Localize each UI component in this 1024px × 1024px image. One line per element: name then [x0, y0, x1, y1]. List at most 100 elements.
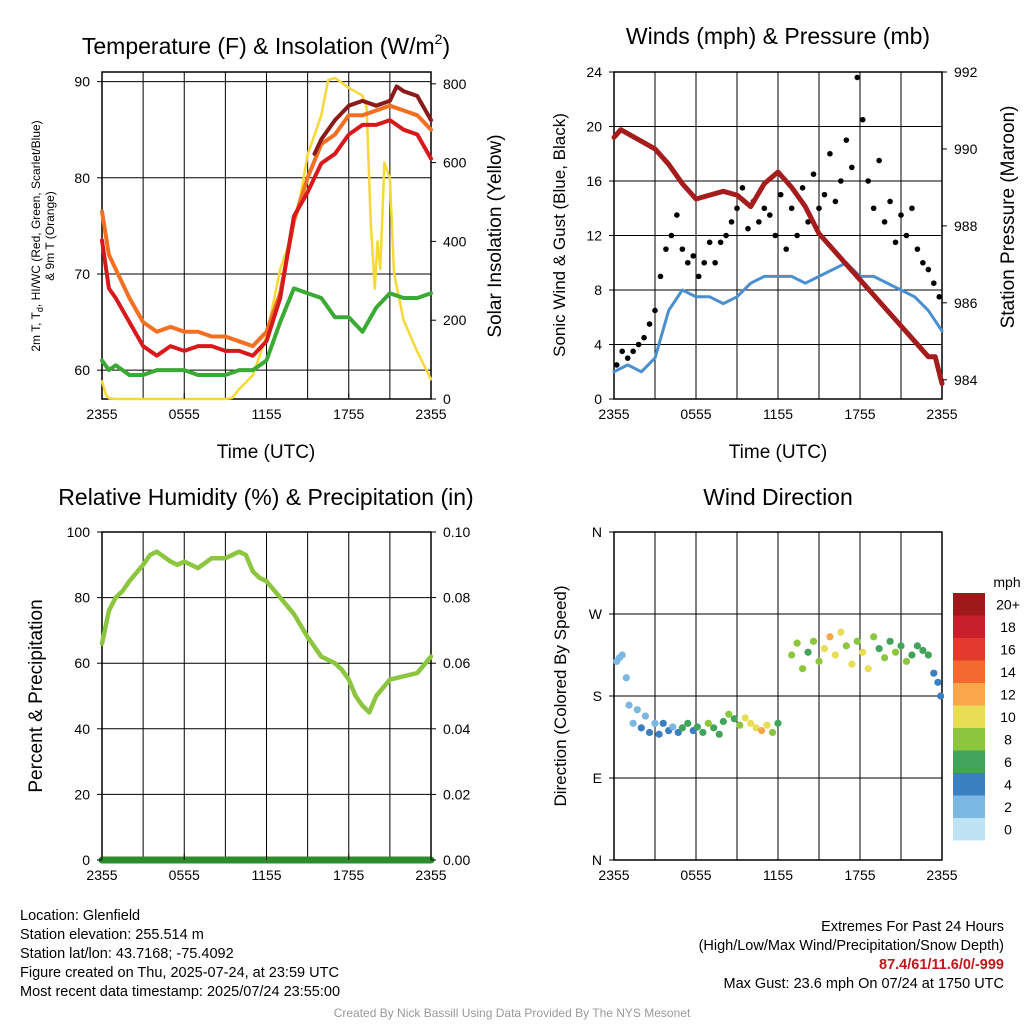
direction-point: [897, 642, 905, 650]
wind-line: [612, 261, 944, 374]
direction-point: [820, 645, 829, 653]
direction-point: [641, 712, 650, 720]
gust-point: [821, 191, 828, 198]
direction-point: [752, 724, 760, 732]
gust-point: [931, 280, 937, 286]
legend-swatch: [953, 728, 985, 751]
gust-point: [613, 362, 620, 368]
solar-y-axis-label: Solar Insolation (Yellow): [485, 134, 506, 337]
direction-point: [618, 651, 626, 659]
direction-point: [725, 710, 733, 718]
gust-point: [679, 246, 686, 252]
y-tick-label: 8: [594, 282, 602, 298]
station-info: Location: Glenfield Station elevation: 2…: [20, 907, 340, 1002]
direction-point: [633, 706, 641, 714]
direction-point: [886, 637, 894, 645]
gust-point: [783, 246, 789, 252]
gust-point: [706, 239, 713, 246]
gust-point: [788, 205, 795, 212]
direction-point: [645, 728, 654, 737]
direction-point: [741, 714, 749, 722]
gust-point: [854, 74, 861, 81]
legend-label: 20+: [996, 596, 1020, 612]
direction-point: [934, 678, 942, 686]
legend-label: 16: [1000, 641, 1016, 657]
x-tick-label: 2355: [598, 867, 629, 883]
winds-x-axis-label: Time (UTC): [729, 442, 828, 463]
legend-swatch: [953, 705, 985, 728]
wind-direction-y-axis-label: Direction (Colored By Speed): [551, 585, 570, 806]
y2-tick-label: 0.02: [443, 786, 470, 802]
legend-swatch: [953, 683, 985, 706]
t9m-line: [100, 103, 433, 349]
direction-point: [826, 633, 834, 641]
gust-point: [838, 178, 844, 184]
gust-point: [903, 232, 910, 239]
gust-point: [794, 232, 800, 239]
x-tick-label: 2355: [415, 867, 446, 883]
gust-point: [641, 334, 647, 341]
x-tick-label: 2355: [598, 406, 629, 422]
gust-point: [898, 212, 904, 218]
legend-label: 6: [1004, 754, 1012, 770]
gust-point: [657, 273, 664, 280]
y-tick-label: 24: [586, 64, 602, 80]
gust-point: [630, 348, 636, 355]
legend-swatch: [953, 615, 985, 638]
direction-point: [793, 639, 801, 647]
wind-direction-chart-title: Wind Direction: [703, 484, 853, 510]
y2-tick-label: 990: [954, 141, 978, 157]
gust-point: [728, 219, 735, 225]
legend-label: 10: [1000, 709, 1016, 725]
direction-point: [859, 648, 867, 656]
legend-swatch: [953, 773, 985, 796]
x-tick-label: 1755: [333, 867, 364, 883]
gust-point: [887, 198, 893, 205]
max-gust: Max Gust: 23.6 mph On 07/24 at 1750 UTC: [723, 976, 1004, 992]
gust-point: [685, 259, 691, 266]
gust-point: [652, 307, 658, 314]
gust-point: [870, 205, 877, 212]
y-tick-label: N: [592, 852, 602, 868]
direction-point: [875, 645, 883, 653]
direction-point: [881, 654, 889, 662]
gust-point: [881, 219, 888, 225]
y2-tick-label: 0.08: [443, 590, 470, 606]
y-tick-label: 80: [74, 590, 90, 606]
temperature-chart-title: Temperature (F) & Insolation (W/m2): [82, 31, 450, 59]
gust-point: [909, 205, 915, 212]
direction-point: [864, 665, 872, 673]
direction-point: [704, 719, 712, 727]
y-tick-label: 4: [594, 337, 602, 353]
pressure-line: [611, 127, 945, 387]
extremes-title: Extremes For Past 24 Hours: [821, 919, 1004, 935]
direction-point: [763, 721, 771, 729]
gust-point: [849, 164, 855, 171]
direction-point: [715, 730, 723, 738]
gust-point: [624, 355, 631, 361]
y-tick-label: 100: [67, 524, 91, 540]
direction-point: [693, 723, 701, 731]
svg-text:2m T, Td, HI/WC (Red, Green, S: 2m T, Td, HI/WC (Red, Green, Scarlet/Blu…: [29, 120, 45, 351]
speed-legend: mph 20+ 18 16 14 12 10 8 6 4 2 0: [953, 574, 1021, 841]
gust-point: [635, 341, 642, 348]
y-tick-label: 80: [74, 170, 90, 186]
y2-tick-label: 0.04: [443, 721, 470, 737]
gust-point: [701, 259, 707, 266]
x-tick-label: 0555: [169, 867, 200, 883]
gust-point: [936, 294, 943, 300]
gust-point: [745, 225, 751, 232]
direction-point: [902, 657, 911, 665]
direction-point: [622, 674, 630, 682]
y2-tick-label: 992: [954, 64, 978, 80]
direction-point: [891, 648, 900, 656]
direction-point: [655, 730, 663, 738]
legend-swatch: [953, 660, 985, 683]
direction-point: [659, 719, 667, 727]
gust-point: [777, 191, 784, 198]
gust-point: [920, 259, 926, 266]
x-tick-label: 1755: [844, 867, 875, 883]
x-tick-label: 0555: [680, 406, 711, 422]
y-tick-label: N: [592, 524, 602, 540]
y-tick-label: 20: [74, 786, 90, 802]
